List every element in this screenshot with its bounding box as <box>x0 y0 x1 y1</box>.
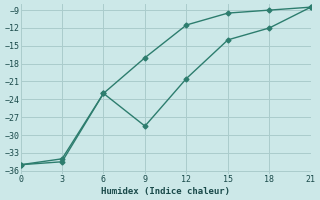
X-axis label: Humidex (Indice chaleur): Humidex (Indice chaleur) <box>101 187 230 196</box>
